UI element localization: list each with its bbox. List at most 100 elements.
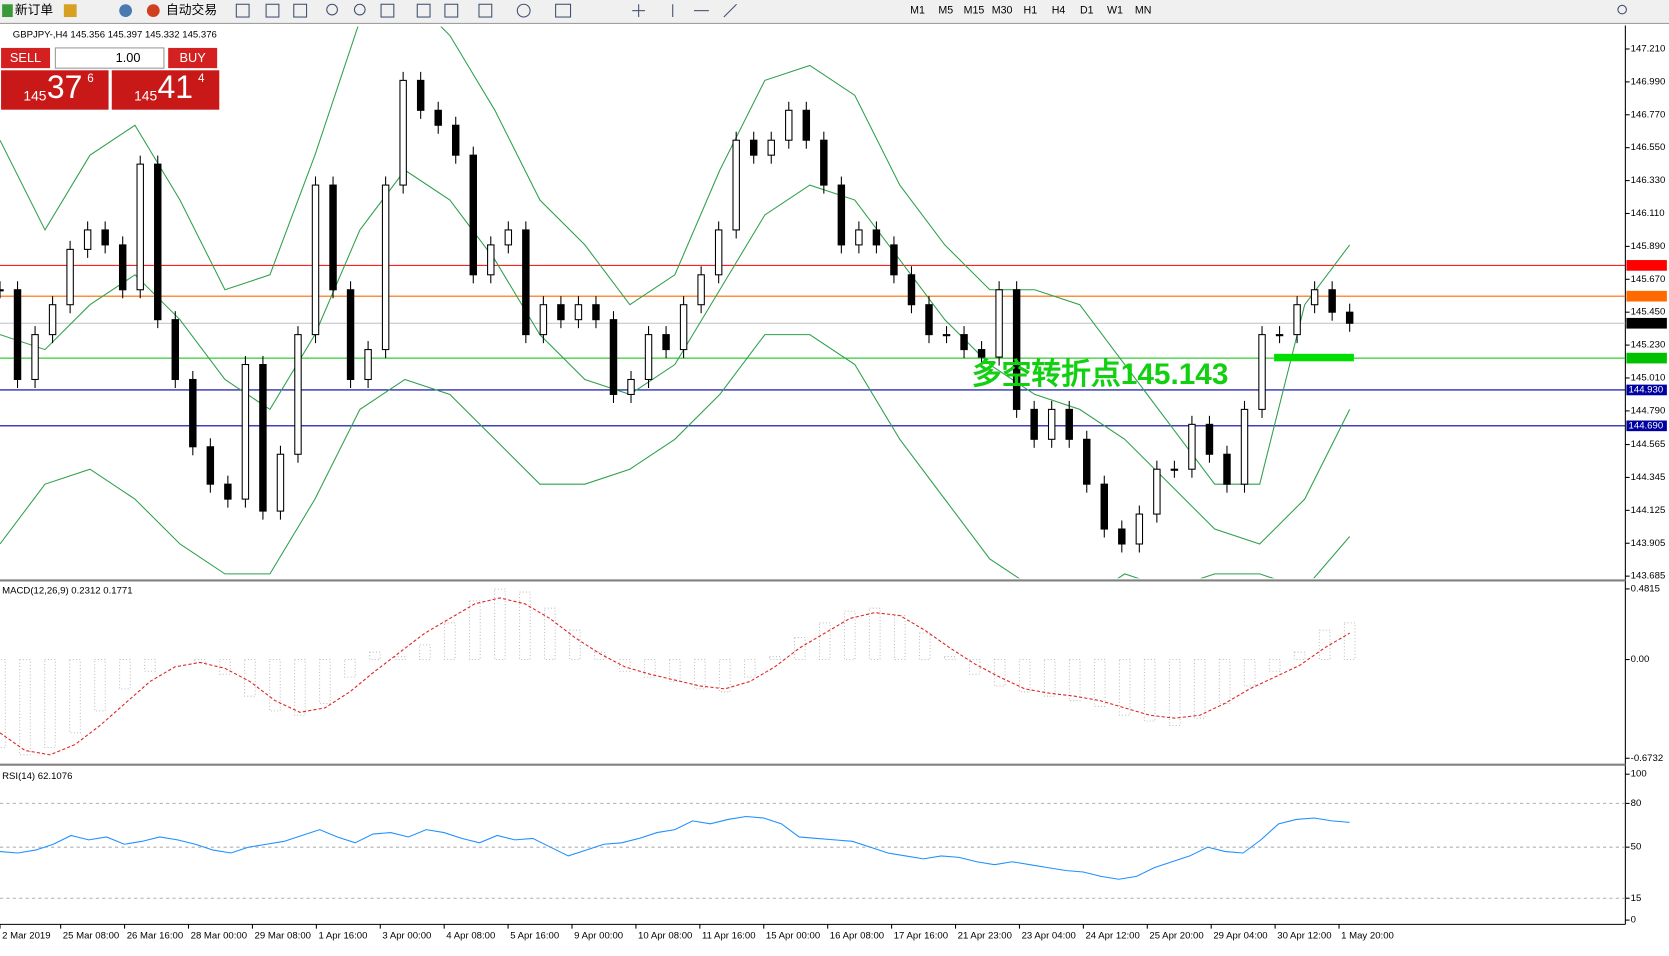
auto-trade[interactable]: 自动交易 bbox=[166, 2, 217, 17]
turning-point-marker bbox=[1274, 353, 1354, 362]
buy-price-box[interactable] bbox=[111, 70, 220, 110]
candle bbox=[1153, 468, 1161, 515]
macd-bar bbox=[369, 651, 381, 661]
x-tick-label: 9 Apr 00:00 bbox=[574, 931, 623, 942]
candle bbox=[942, 334, 951, 337]
y-tick-label: 145.670 bbox=[1631, 274, 1666, 285]
lots-input[interactable] bbox=[54, 47, 165, 69]
annotation: 多空转折点145.143 bbox=[972, 358, 1229, 391]
buy-frac[interactable]: 4 bbox=[198, 72, 205, 85]
timeframe[interactable]: M30 bbox=[992, 4, 1013, 16]
timeframe[interactable]: M1 bbox=[910, 4, 925, 16]
rsi-label: RSI(14) 62.1076 bbox=[2, 771, 72, 782]
candle bbox=[1065, 408, 1073, 440]
y-tick-label: 146.110 bbox=[1631, 208, 1665, 219]
x-tick-label: 10 Apr 08:00 bbox=[638, 931, 692, 942]
y-tick-label: 144.125 bbox=[1631, 505, 1666, 516]
y-tick-label: 0.4815 bbox=[1631, 583, 1660, 594]
indicator-line bbox=[0, 26, 1351, 485]
sell-pips[interactable]: 37 bbox=[47, 69, 83, 105]
candle bbox=[609, 319, 618, 395]
candle bbox=[224, 483, 232, 500]
y-tick-label: 146.330 bbox=[1631, 175, 1666, 186]
candle bbox=[311, 184, 320, 336]
macd-bar bbox=[893, 615, 906, 661]
timeframe[interactable]: H4 bbox=[1052, 4, 1066, 16]
macd-bar bbox=[768, 656, 781, 661]
candle bbox=[1205, 423, 1214, 455]
candle bbox=[48, 304, 57, 336]
search[interactable] bbox=[1617, 4, 1627, 15]
tool-icon[interactable] bbox=[63, 4, 77, 18]
macd-bar bbox=[269, 658, 281, 712]
candle bbox=[732, 139, 740, 231]
sell-big[interactable]: 145 bbox=[23, 88, 46, 104]
y-tick-label: 143.905 bbox=[1631, 538, 1666, 549]
candle bbox=[925, 304, 933, 336]
candle bbox=[381, 184, 390, 351]
x-tick-label: 29 Mar 08:00 bbox=[255, 931, 311, 942]
x-tick-label: 21 Apr 23:00 bbox=[958, 931, 1012, 942]
macd-bar bbox=[1293, 651, 1306, 661]
tool-icon[interactable] bbox=[119, 4, 132, 18]
macd-bar bbox=[843, 610, 856, 661]
timeframe[interactable]: D1 bbox=[1080, 4, 1094, 16]
timeframe[interactable]: H1 bbox=[1024, 4, 1038, 16]
candle bbox=[977, 349, 986, 358]
candle bbox=[0, 289, 4, 292]
sell-price-box[interactable] bbox=[1, 70, 109, 110]
y-tick-label: 0 bbox=[1631, 915, 1636, 926]
candle bbox=[504, 229, 513, 246]
sell-text[interactable]: SELL bbox=[10, 50, 41, 65]
indicator-line bbox=[0, 815, 1350, 880]
timeframe[interactable]: W1 bbox=[1107, 4, 1123, 16]
candle bbox=[452, 124, 460, 156]
macd-bar bbox=[319, 658, 331, 705]
candle bbox=[1083, 438, 1091, 485]
macd-bar bbox=[344, 658, 356, 678]
macd-bar bbox=[693, 658, 706, 690]
macd-bar bbox=[194, 658, 206, 663]
sell-frac[interactable]: 6 bbox=[87, 72, 94, 85]
timeframe[interactable]: M5 bbox=[938, 4, 953, 16]
buy-pips[interactable]: 41 bbox=[158, 69, 194, 105]
buy-button[interactable] bbox=[168, 47, 218, 69]
candle bbox=[820, 139, 828, 186]
macd-bar bbox=[1043, 658, 1056, 697]
new-order[interactable]: 新订单 bbox=[15, 2, 54, 17]
price-label-box bbox=[1626, 420, 1667, 432]
candle bbox=[697, 274, 705, 306]
macd-bar bbox=[469, 600, 481, 661]
macd-bar bbox=[1118, 658, 1131, 716]
candle bbox=[557, 304, 565, 321]
candle bbox=[872, 229, 881, 246]
macd-bar bbox=[1218, 658, 1231, 705]
candle bbox=[1258, 334, 1266, 410]
buy-big[interactable]: 145 bbox=[134, 88, 157, 104]
candle bbox=[364, 349, 372, 381]
new-order-icon[interactable] bbox=[2, 4, 13, 18]
macd-bar bbox=[94, 658, 106, 712]
macd-bar bbox=[519, 591, 531, 661]
timeframe[interactable]: M15 bbox=[964, 4, 985, 16]
buy-text[interactable]: BUY bbox=[180, 50, 207, 65]
y-tick-label: 0.00 bbox=[1631, 654, 1650, 665]
macd-bar bbox=[0, 658, 6, 749]
lots[interactable]: 1.00 bbox=[116, 50, 141, 65]
sell-button[interactable] bbox=[1, 47, 51, 69]
timeframe[interactable]: MN bbox=[1135, 4, 1152, 16]
indicator-line bbox=[0, 169, 1351, 545]
auto-trade-icon[interactable] bbox=[146, 4, 160, 18]
y-tick-label: 80 bbox=[1631, 798, 1642, 809]
toolbar-icons bbox=[235, 3, 737, 18]
macd-bar bbox=[569, 629, 581, 661]
candle bbox=[627, 378, 635, 395]
macd-bar bbox=[643, 658, 656, 678]
candle bbox=[241, 363, 250, 500]
candle bbox=[1240, 408, 1249, 485]
candle bbox=[1047, 408, 1056, 440]
y-tick-label: 146.770 bbox=[1631, 109, 1666, 120]
x-tick-label: 17 Apr 16:00 bbox=[894, 931, 948, 942]
